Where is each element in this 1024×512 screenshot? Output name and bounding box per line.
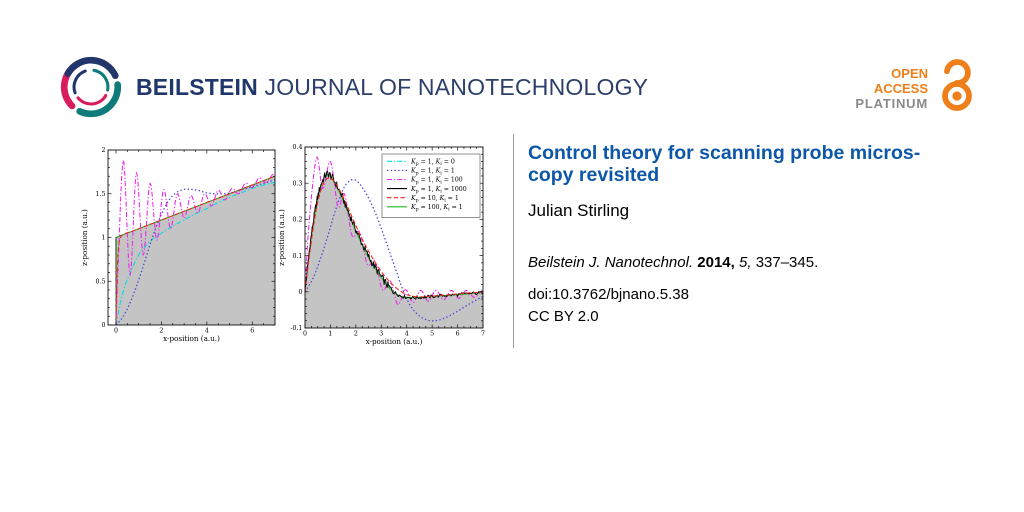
open-access-lock-icon (942, 59, 972, 111)
x-tick-label: 3 (379, 331, 383, 338)
series-line (115, 175, 275, 325)
y-tick-label: 0.2 (292, 217, 302, 224)
beilstein-logo-icon (60, 56, 122, 118)
x-tick-label: 4 (405, 331, 409, 338)
citation-pages: 337–345. (755, 254, 819, 271)
open-access-line3: PLATINUM (855, 95, 928, 111)
journal-name-bold: BEILSTEIN (136, 74, 258, 100)
article-title[interactable]: Control theory for scanning probe micros… (528, 142, 978, 186)
series-line (305, 178, 483, 322)
x-tick-label: 4 (205, 328, 209, 335)
y-tick-label: 0.4 (292, 144, 302, 151)
x-tick-label: 2 (354, 331, 358, 338)
y-tick-label: 1.5 (95, 191, 105, 198)
legend-label: Kp = 10, Ki = 1 (410, 195, 459, 204)
x-tick-label: 6 (456, 331, 460, 338)
plot-1: 0 2 4 600.511.52x-position (a.u.)z-position… (80, 147, 276, 343)
y-tick-label: 0 (101, 322, 105, 329)
x-tick-label: 0 (303, 331, 307, 338)
journal-name: BEILSTEIN JOURNAL OF NANOTECHNOLOGY (136, 73, 648, 101)
x-tick-label: 0 (114, 328, 118, 335)
open-access-line1: OPEN (891, 66, 928, 81)
legend-label: Kp = 1, Ki = 100 (410, 177, 463, 186)
y-axis-label: z-position (a.u.) (277, 209, 286, 266)
series-line (115, 179, 275, 325)
x-tick-label: 6 (250, 328, 254, 335)
citation-journal: Beilstein J. Nanotechnol. (528, 254, 694, 271)
series-line (305, 170, 483, 300)
journal-name-rest: JOURNAL OF NANOTECHNOLOGY (264, 74, 649, 100)
series-line (115, 175, 275, 325)
x-tick-label: 7 (481, 331, 485, 338)
y-tick-label: 0.3 (292, 180, 302, 187)
open-access-line2: ACCESS (873, 80, 928, 96)
y-tick-label: 2 (101, 147, 105, 154)
article-citation: Beilstein J. Nanotechnol. 2014, 5, 337–3… (528, 254, 818, 271)
legend-label: Kp = 100, Ki = 1 (410, 204, 463, 213)
x-tick-label: 1 (328, 331, 332, 338)
citation-volume: 5, (739, 254, 752, 271)
x-axis-label: x-position (a.u.) (163, 334, 220, 343)
y-tick-label: -0.1 (290, 325, 302, 332)
plot-2: 0 1 2 3 4 5 6 7-0.100.10.20.30.4x-position (a.u… (277, 144, 485, 346)
y-tick-label: 0.5 (95, 278, 105, 285)
open-access-label: OPEN ACCESS PLATINUM (818, 66, 928, 111)
article-figure: 0 2 4 600.511.52x-position (a.u.)z-position… (80, 144, 485, 346)
filled-area (108, 176, 275, 325)
article-author: Julian Stirling (528, 201, 630, 220)
y-tick-label: 1 (101, 235, 105, 242)
y-axis-label: z-position (a.u.) (80, 209, 89, 266)
x-tick-label: 5 (430, 331, 434, 338)
legend-label: Kp = 1, Ki = 0 (410, 159, 455, 168)
y-tick-label: 0.1 (292, 253, 302, 260)
x-tick-label: 2 (159, 328, 163, 335)
x-axis-label: x-position (a.u.) (366, 337, 423, 346)
article-doi: doi:10.3762/bjnano.5.38 (528, 286, 689, 303)
legend-label: Kp = 1, Ki = 1000 (410, 186, 467, 195)
legend: Kp = 1, Ki = 0Kp = 1, Ki = 1Kp = 1, Ki =… (381, 153, 481, 218)
article-title-line2: copy revisited (528, 163, 660, 186)
citation-year: 2014, (697, 254, 735, 271)
article-title-line1: Control theory for scanning probe micros… (528, 142, 921, 164)
y-tick-label: 0 (298, 289, 302, 296)
divider (513, 134, 514, 348)
series-line (115, 159, 275, 325)
filled-area (305, 171, 483, 328)
article-license: CC BY 2.0 (528, 308, 599, 325)
series-line (305, 177, 483, 298)
legend-label: Kp = 1, Ki = 1 (410, 168, 455, 177)
